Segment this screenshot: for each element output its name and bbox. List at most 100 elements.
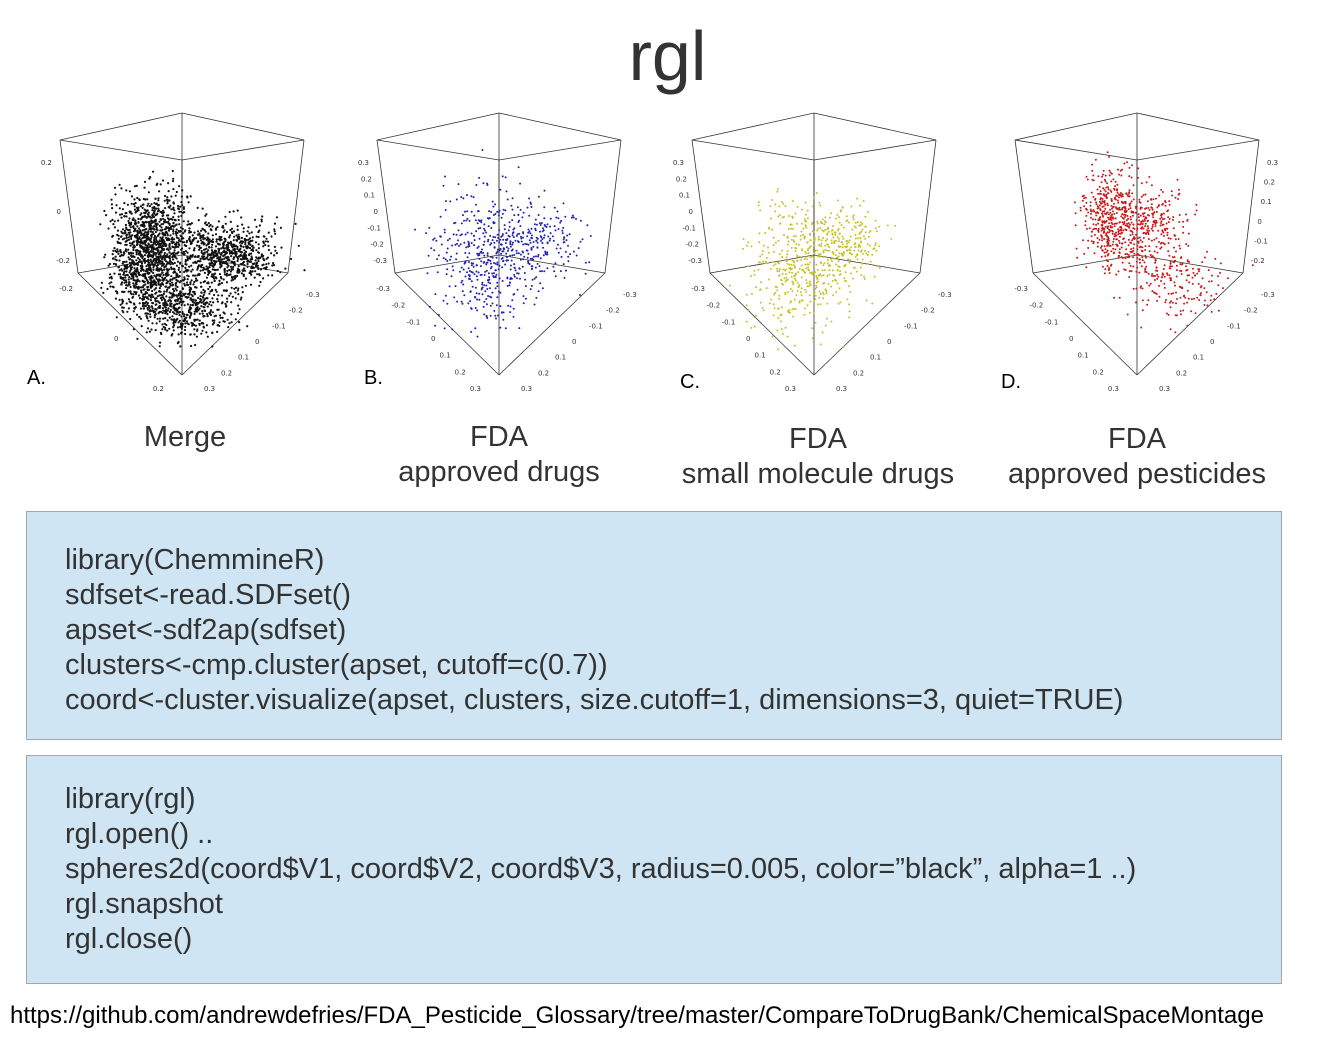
data-point: [253, 276, 256, 279]
data-point: [849, 272, 852, 275]
data-point: [853, 243, 856, 246]
data-point: [202, 325, 205, 328]
data-point: [1114, 217, 1117, 220]
data-point: [156, 240, 159, 243]
source-url[interactable]: https://github.com/andrewdefries/FDA_Pes…: [10, 1002, 1264, 1029]
data-point: [160, 218, 163, 221]
data-point: [171, 169, 174, 173]
data-point: [1136, 266, 1139, 269]
axis-box-edge: [1136, 139, 1260, 161]
data-point: [207, 270, 210, 273]
data-point: [771, 199, 774, 201]
data-point: [562, 238, 565, 241]
data-point: [132, 282, 135, 285]
data-point: [818, 243, 821, 246]
data-point: [492, 205, 495, 208]
data-point: [132, 203, 136, 206]
axis-box-edge: [1136, 112, 1260, 141]
data-point: [179, 230, 182, 233]
data-point: [1119, 192, 1122, 194]
data-point: [534, 229, 537, 232]
data-point: [211, 238, 214, 241]
data-point: [225, 274, 228, 277]
data-point: [237, 304, 240, 307]
data-point: [135, 259, 138, 262]
data-point: [196, 230, 200, 233]
data-point: [211, 319, 214, 322]
data-point: [1160, 220, 1163, 223]
data-point: [511, 299, 514, 302]
data-point: [230, 286, 233, 289]
data-point: [1074, 212, 1077, 215]
data-point: [1215, 292, 1218, 295]
data-point: [504, 263, 507, 266]
data-point: [238, 321, 241, 324]
data-point: [199, 295, 202, 298]
data-point: [826, 249, 829, 252]
data-point: [474, 307, 477, 309]
data-point: [1192, 271, 1195, 274]
data-point: [241, 291, 244, 294]
data-point: [140, 264, 144, 267]
data-point: [456, 242, 458, 245]
data-point: [821, 291, 824, 294]
data-point: [866, 243, 869, 246]
data-point: [225, 246, 228, 249]
data-point: [1155, 210, 1158, 213]
data-point: [1142, 227, 1145, 230]
data-point: [1214, 257, 1217, 260]
data-point: [849, 235, 852, 238]
data-point: [176, 251, 179, 254]
data-point: [774, 241, 777, 244]
data-point: [262, 257, 265, 260]
data-point: [155, 257, 158, 260]
data-point: [426, 272, 429, 275]
data-point: [243, 269, 247, 272]
data-point: [1106, 265, 1109, 267]
data-point: [1085, 175, 1088, 178]
data-point: [794, 308, 797, 310]
data-point: [218, 273, 222, 276]
data-point: [1111, 230, 1114, 233]
data-point: [202, 288, 205, 291]
data-point: [475, 184, 478, 186]
data-point: [125, 267, 128, 270]
data-point: [1115, 243, 1118, 246]
data-point: [151, 293, 154, 296]
data-point: [817, 253, 820, 256]
data-point: [841, 246, 844, 249]
data-point: [181, 301, 184, 304]
code-line: spheres2d(coord$V1, coord$V2, coord$V3, …: [65, 853, 1137, 885]
data-point: [158, 301, 161, 304]
data-point: [1141, 256, 1144, 259]
data-point: [220, 238, 223, 241]
data-point: [297, 244, 300, 247]
data-point: [184, 229, 187, 232]
data-point: [148, 205, 151, 208]
data-point: [1083, 205, 1086, 208]
data-point: [1117, 230, 1120, 233]
data-point: [778, 268, 781, 271]
data-point: [536, 241, 539, 244]
scatter-plot-b: 0.30.20.10-0.1-0.2-0.3-0.3-0.2-0.100.10.…: [358, 112, 637, 393]
data-point: [1150, 203, 1153, 206]
data-point: [221, 258, 224, 261]
point-cloud: [414, 149, 592, 338]
data-point: [173, 324, 176, 327]
data-point: [236, 247, 239, 250]
data-point: [183, 282, 186, 285]
data-point: [1092, 179, 1095, 182]
data-point: [790, 246, 793, 249]
data-point: [1083, 197, 1086, 200]
data-point: [239, 244, 242, 247]
data-point: [782, 202, 785, 205]
data-point: [163, 228, 166, 231]
data-point: [103, 209, 106, 213]
data-point: [1141, 246, 1144, 249]
data-point: [175, 289, 178, 292]
data-point: [485, 298, 488, 300]
data-point: [489, 314, 492, 317]
data-point: [113, 220, 116, 223]
data-point: [173, 318, 176, 321]
data-point: [191, 324, 194, 327]
